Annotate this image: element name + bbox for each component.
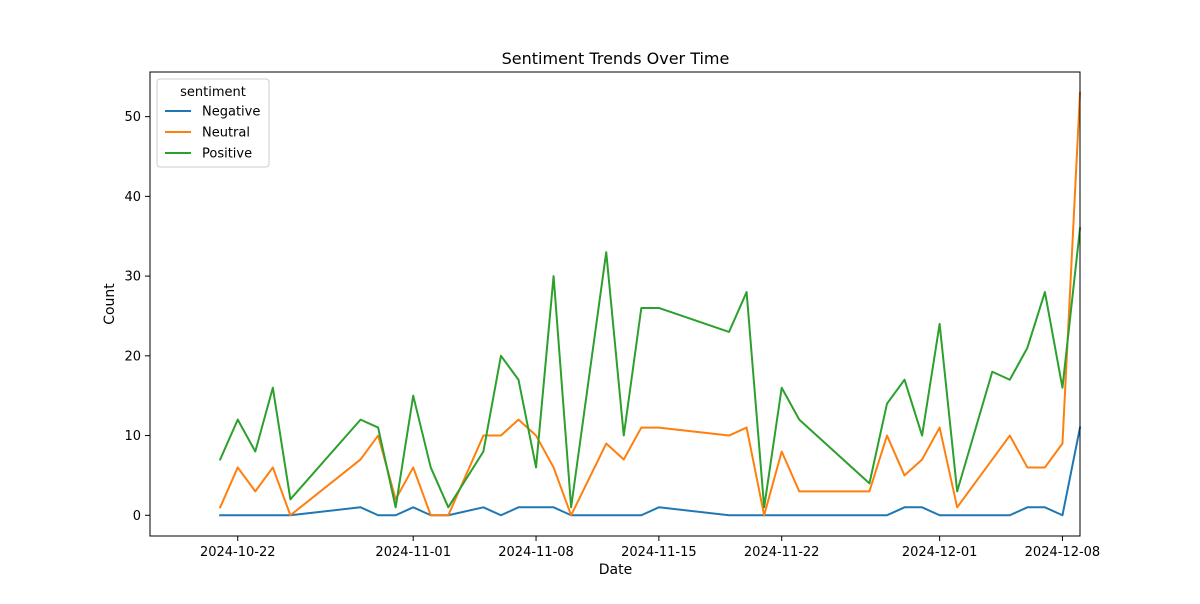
y-axis-label: Count	[102, 283, 118, 325]
x-tick-label: 2024-11-01	[375, 545, 451, 560]
legend-title: sentiment	[180, 85, 246, 100]
y-axis-ticks: 0 10 20 30 40 50	[124, 110, 150, 524]
legend-label-neutral: Neutral	[202, 126, 250, 141]
x-tick-label: 2024-10-22	[200, 545, 276, 560]
series-line-positive	[218, 227, 1082, 509]
y-tick-label: 10	[124, 429, 141, 444]
y-tick-label: 40	[124, 190, 141, 205]
x-tick-label: 2024-11-15	[621, 545, 697, 560]
plot-frame	[149, 71, 1081, 537]
y-tick-label: 30	[124, 270, 141, 285]
y-tick-label: 50	[124, 110, 141, 125]
y-tick-label: 0	[133, 509, 141, 524]
series-line-neutral	[218, 91, 1082, 517]
series-lines	[218, 91, 1082, 517]
y-tick-label: 20	[124, 349, 141, 364]
x-axis-ticks: 2024-10-22 2024-11-01 2024-11-08 2024-11-15…	[200, 536, 1100, 560]
x-tick-label: 2024-12-01	[902, 545, 978, 560]
legend-label-negative: Negative	[202, 105, 260, 120]
x-axis-label: Date	[599, 562, 632, 578]
legend-box	[156, 78, 270, 168]
x-tick-label: 2024-12-08	[1025, 545, 1101, 560]
x-tick-label: 2024-11-22	[744, 545, 820, 560]
legend-label-positive: Positive	[202, 147, 252, 162]
x-tick-label: 2024-11-08	[498, 545, 574, 560]
chart-title: Sentiment Trends Over Time	[502, 49, 730, 68]
legend: sentiment Negative Neutral Positive	[156, 78, 270, 168]
series-line-negative	[219, 426, 1082, 517]
legend-items: Negative Neutral Positive	[165, 105, 260, 162]
